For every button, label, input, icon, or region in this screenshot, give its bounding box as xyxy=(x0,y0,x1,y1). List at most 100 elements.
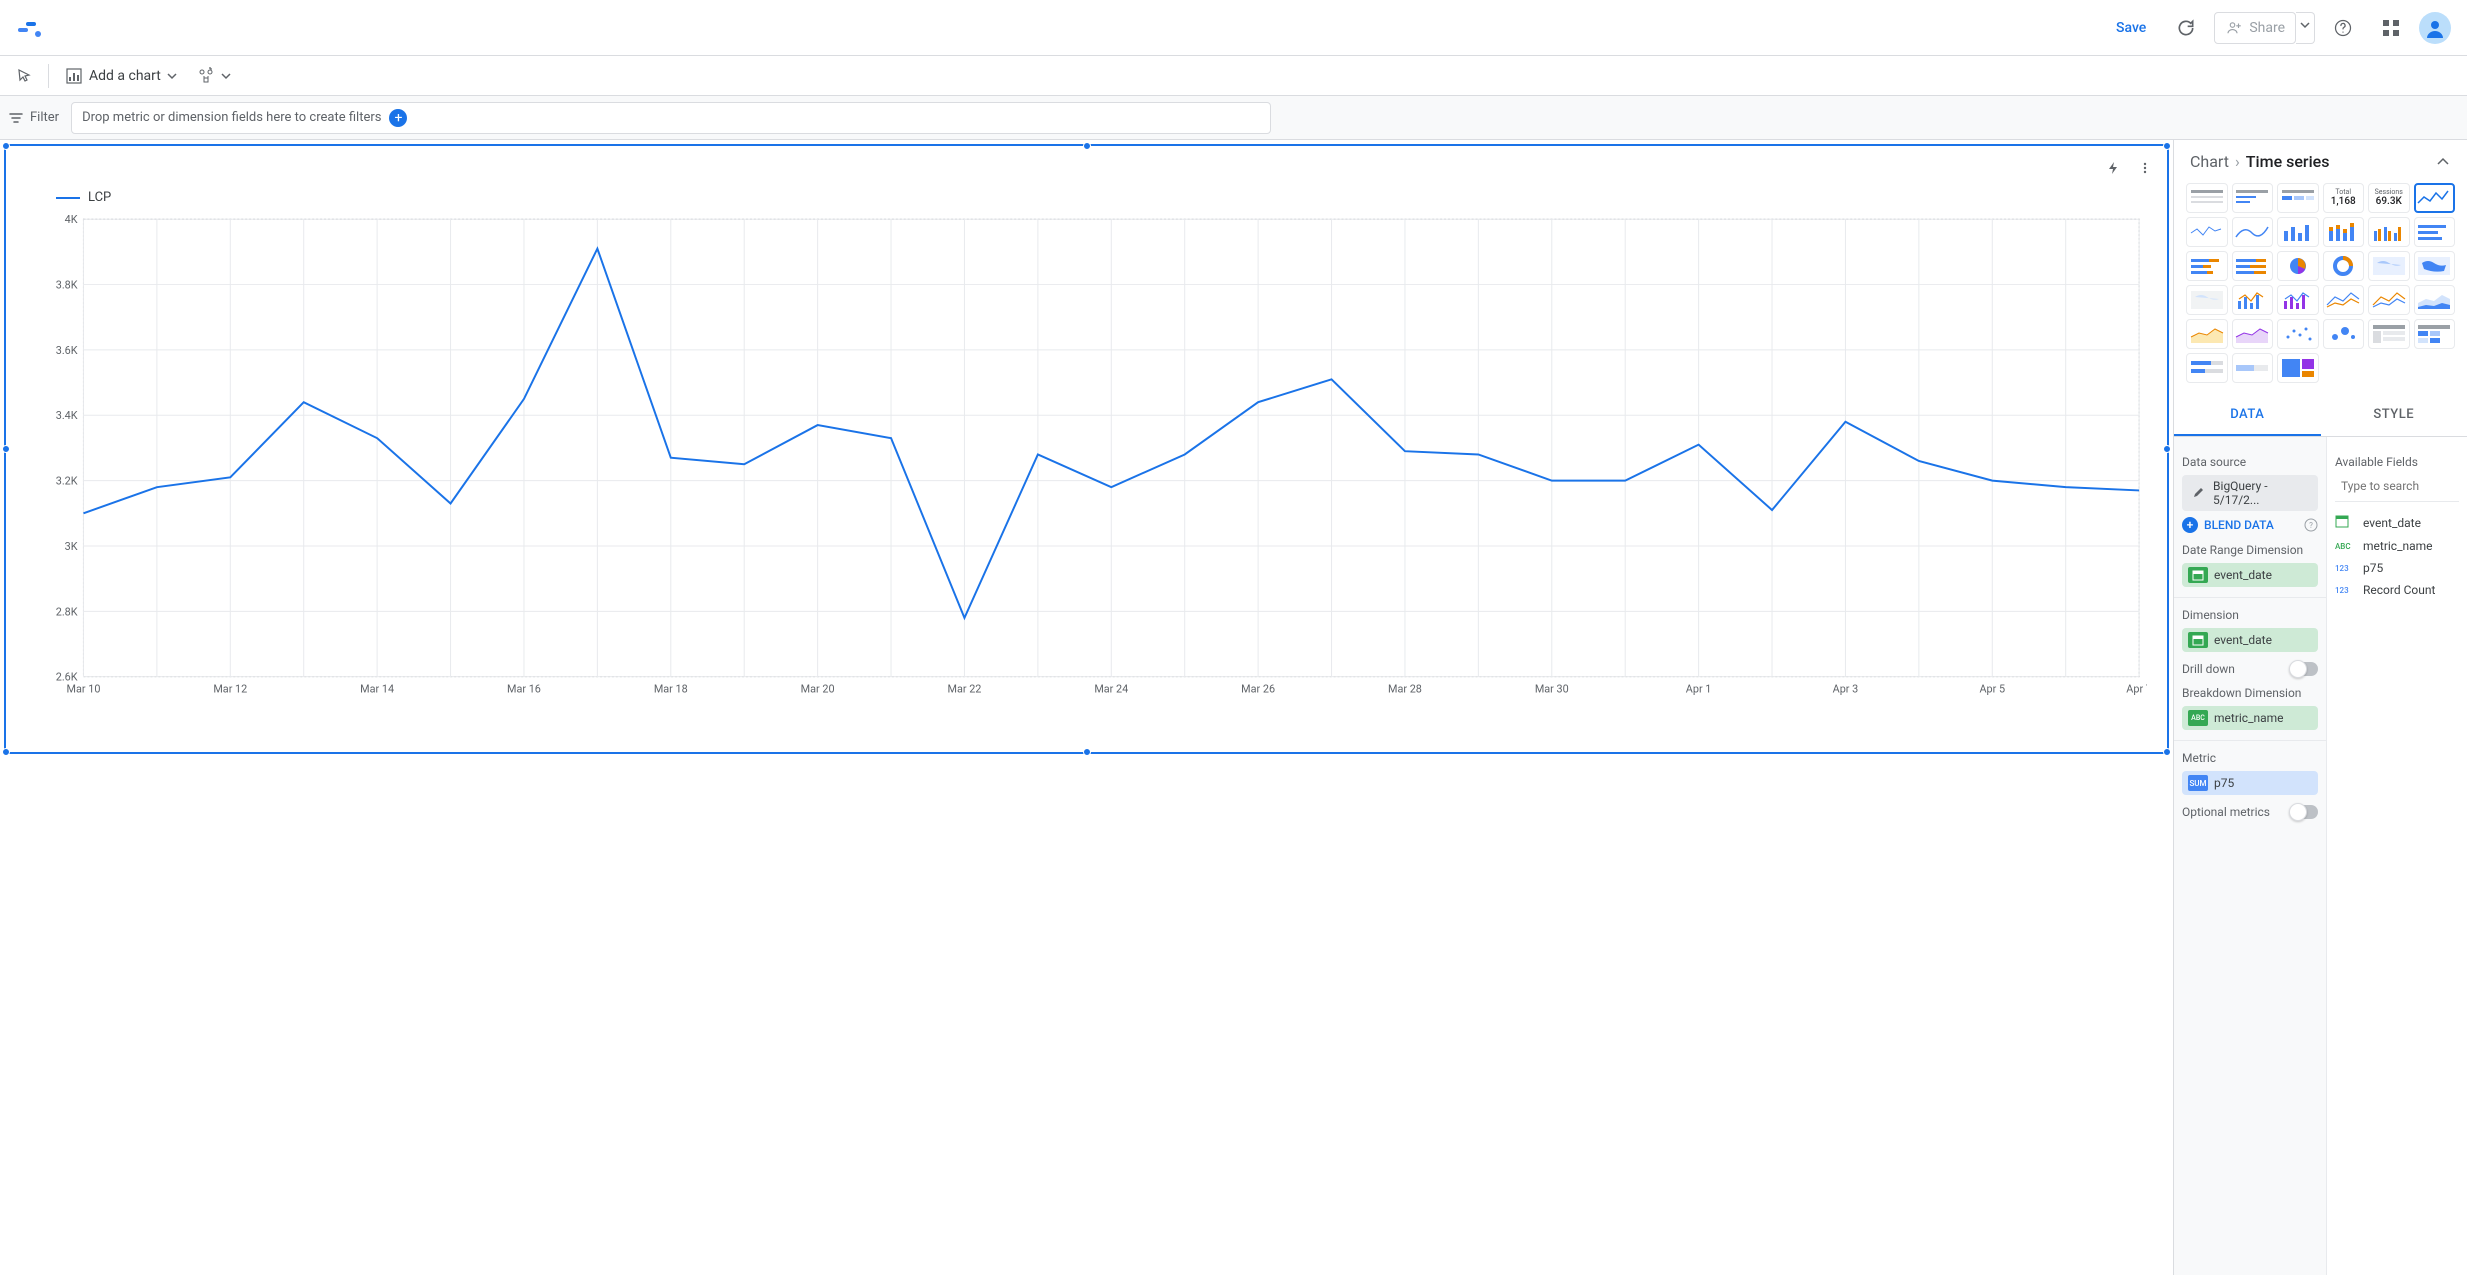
save-button[interactable]: Save xyxy=(2104,12,2158,44)
app-logo[interactable] xyxy=(16,14,44,42)
svg-text:Mar 26: Mar 26 xyxy=(1241,682,1275,695)
svg-text:3.2K: 3.2K xyxy=(56,475,78,488)
field-item[interactable]: event_date xyxy=(2335,510,2459,535)
blend-data-button[interactable]: + BLEND DATA xyxy=(2182,517,2274,533)
svg-text:Mar 10: Mar 10 xyxy=(67,682,101,695)
field-item[interactable]: ABCmetric_name xyxy=(2335,535,2459,557)
properties-panel: Chart › Time series Total1,168 Sessions6… xyxy=(2173,140,2467,1275)
chart-type-combo2[interactable] xyxy=(2277,285,2319,315)
panel-tabs: DATA STYLE xyxy=(2174,395,2467,437)
chart-type-scorecard-compact[interactable]: Sessions69.3K xyxy=(2368,183,2410,213)
dimension-chip[interactable]: event_date xyxy=(2182,628,2318,652)
chart-type-area2[interactable] xyxy=(2232,319,2274,349)
calendar-icon xyxy=(2192,634,2204,646)
metric-chip[interactable]: SUM p75 xyxy=(2182,771,2318,795)
chart-type-bubble[interactable] xyxy=(2323,319,2365,349)
apps-button[interactable] xyxy=(2371,8,2411,48)
chart-type-stacked-bar[interactable] xyxy=(2323,217,2365,247)
filter-bar: Filter Drop metric or dimension fields h… xyxy=(0,96,2467,140)
field-item[interactable]: 123Record Count xyxy=(2335,579,2459,601)
chart-type-hbar-stacked[interactable] xyxy=(2186,251,2228,281)
filter-placeholder: Drop metric or dimension fields here to … xyxy=(82,110,381,125)
chart-type-hbar-100[interactable] xyxy=(2232,251,2274,281)
more-vert-icon xyxy=(2138,161,2152,175)
chart-type-bullet[interactable] xyxy=(2186,353,2228,383)
user-avatar[interactable] xyxy=(2419,12,2451,44)
chart-type-area-stacked[interactable] xyxy=(2414,285,2456,315)
chart-type-grouped-bar[interactable] xyxy=(2368,217,2410,247)
filter-dropzone[interactable]: Drop metric or dimension fields here to … xyxy=(71,102,1271,134)
svg-text:?: ? xyxy=(2309,521,2313,530)
chart-type-pivot[interactable] xyxy=(2368,319,2410,349)
svg-text:Mar 12: Mar 12 xyxy=(213,682,247,695)
chart-type-sparkline[interactable] xyxy=(2186,217,2228,247)
chart-type-treemap[interactable] xyxy=(2277,353,2319,383)
svg-text:3.6K: 3.6K xyxy=(56,344,78,357)
data-source-label: Data source xyxy=(2182,455,2318,469)
filter-label: Filter xyxy=(8,110,63,126)
canvas[interactable]: LCP 4K3.8K3.6K3.4K3.2K3K2.8K2.6KMar 10Ma… xyxy=(0,140,2173,1275)
date-range-label: Date Range Dimension xyxy=(2182,543,2318,557)
chart-type-table-heatmap[interactable] xyxy=(2277,183,2319,213)
chart-container[interactable]: LCP 4K3.8K3.6K3.4K3.2K3K2.8K2.6KMar 10Ma… xyxy=(4,144,2169,754)
community-viz-button[interactable] xyxy=(189,61,239,91)
apps-icon xyxy=(2382,19,2400,37)
optional-metrics-label: Optional metrics xyxy=(2182,805,2270,819)
svg-text:3K: 3K xyxy=(65,540,78,553)
select-mode-button[interactable] xyxy=(8,62,40,90)
date-range-chip[interactable]: event_date xyxy=(2182,563,2318,587)
chart-quick-button[interactable] xyxy=(2099,154,2127,182)
field-item[interactable]: 123p75 xyxy=(2335,557,2459,579)
person-add-icon xyxy=(2225,19,2243,37)
help-button[interactable] xyxy=(2323,8,2363,48)
chart-type-geo-light[interactable] xyxy=(2186,285,2228,315)
chart-type-pivot-heat[interactable] xyxy=(2414,319,2456,349)
drill-down-toggle[interactable] xyxy=(2290,662,2318,676)
share-button[interactable]: Share xyxy=(2214,12,2296,44)
chart-type-smooth-line[interactable] xyxy=(2232,217,2274,247)
chart-legend: LCP xyxy=(56,190,111,205)
chart-type-table-bars[interactable] xyxy=(2232,183,2274,213)
help-icon[interactable]: ? xyxy=(2304,518,2318,532)
chart-type-combo1[interactable] xyxy=(2232,285,2274,315)
svg-text:2.8K: 2.8K xyxy=(56,605,78,618)
breakdown-chip[interactable]: ABC metric_name xyxy=(2182,706,2318,730)
tab-data[interactable]: DATA xyxy=(2174,395,2321,436)
svg-text:Apr 3: Apr 3 xyxy=(1833,682,1859,695)
chart-type-bar[interactable] xyxy=(2277,217,2319,247)
chart-type-geo-filled[interactable] xyxy=(2414,251,2456,281)
optional-metrics-toggle[interactable] xyxy=(2290,805,2318,819)
svg-text:Mar 16: Mar 16 xyxy=(507,682,541,695)
svg-text:Apr 1: Apr 1 xyxy=(1686,682,1712,695)
metric-label: Metric xyxy=(2182,751,2318,765)
chart-type-gauge[interactable] xyxy=(2232,353,2274,383)
add-chart-button[interactable]: Add a chart xyxy=(57,61,185,91)
add-filter-button[interactable]: + xyxy=(389,109,407,127)
field-search[interactable] xyxy=(2335,475,2459,502)
chart-type-scorecard[interactable]: Total1,168 xyxy=(2323,183,2365,213)
share-dropdown[interactable] xyxy=(2296,12,2315,44)
chart-more-button[interactable] xyxy=(2131,154,2159,182)
chart-type-timeseries[interactable] xyxy=(2414,183,2456,213)
chevron-up-icon[interactable] xyxy=(2435,154,2451,170)
refresh-button[interactable] xyxy=(2166,8,2206,48)
chart-type-area[interactable] xyxy=(2186,319,2228,349)
toolbar: Add a chart xyxy=(0,56,2467,96)
svg-text:Apr 5: Apr 5 xyxy=(1979,682,2005,695)
chart-type-pie[interactable] xyxy=(2277,251,2319,281)
tab-style[interactable]: STYLE xyxy=(2321,395,2467,436)
pencil-icon xyxy=(2192,487,2204,499)
chart-type-donut[interactable] xyxy=(2323,251,2365,281)
chart-type-geo-map[interactable] xyxy=(2368,251,2410,281)
chart-type-hbar[interactable] xyxy=(2414,217,2456,247)
svg-text:Mar 22: Mar 22 xyxy=(948,682,982,695)
chart-type-scatter[interactable] xyxy=(2277,319,2319,349)
chart-type-table[interactable] xyxy=(2186,183,2228,213)
chart-type-multiline[interactable] xyxy=(2323,285,2365,315)
chart-type-multiline2[interactable] xyxy=(2368,285,2410,315)
data-source-chip[interactable]: BigQuery - 5/17/2... xyxy=(2182,475,2318,511)
help-icon xyxy=(2333,18,2353,38)
available-fields-column: Available Fields event_dateABCmetric_nam… xyxy=(2327,437,2467,1275)
share-label: Share xyxy=(2249,20,2285,36)
field-search-input[interactable] xyxy=(2341,479,2467,493)
